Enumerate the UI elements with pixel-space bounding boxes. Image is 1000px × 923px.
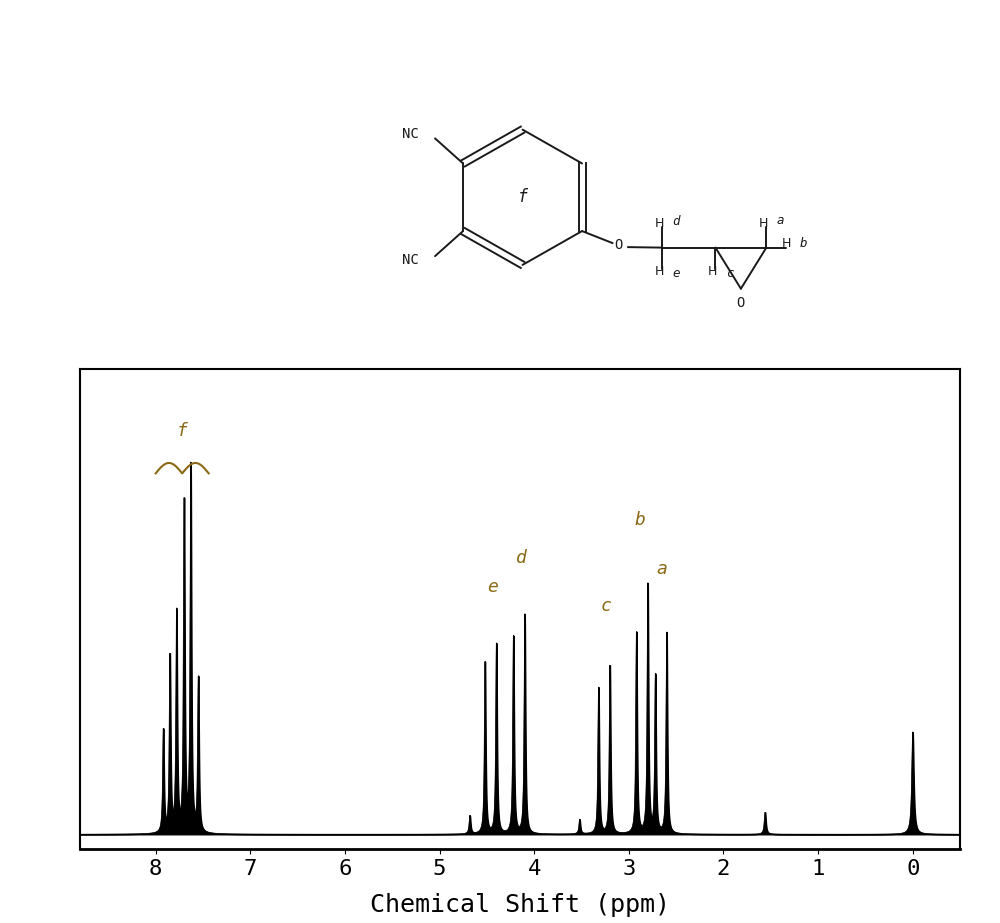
Text: H: H: [759, 217, 768, 230]
Text: H: H: [782, 237, 791, 250]
Text: a: a: [777, 213, 784, 226]
Text: d: d: [672, 215, 680, 228]
Text: c: c: [726, 267, 733, 281]
Text: NC: NC: [402, 253, 419, 267]
Text: NC: NC: [402, 127, 419, 141]
Text: b: b: [799, 237, 807, 250]
Text: O: O: [615, 238, 623, 252]
X-axis label: Chemical Shift (ppm): Chemical Shift (ppm): [370, 893, 670, 917]
Text: H: H: [708, 265, 718, 278]
Text: e: e: [672, 267, 680, 281]
Text: d: d: [516, 548, 526, 567]
Text: a: a: [656, 560, 667, 578]
Text: H: H: [655, 217, 664, 230]
Text: f: f: [518, 188, 528, 206]
Text: b: b: [635, 511, 646, 530]
Text: e: e: [487, 579, 498, 596]
Text: H: H: [655, 265, 664, 278]
Text: f: f: [177, 422, 188, 440]
Text: c: c: [601, 597, 612, 615]
Text: O: O: [737, 295, 745, 310]
